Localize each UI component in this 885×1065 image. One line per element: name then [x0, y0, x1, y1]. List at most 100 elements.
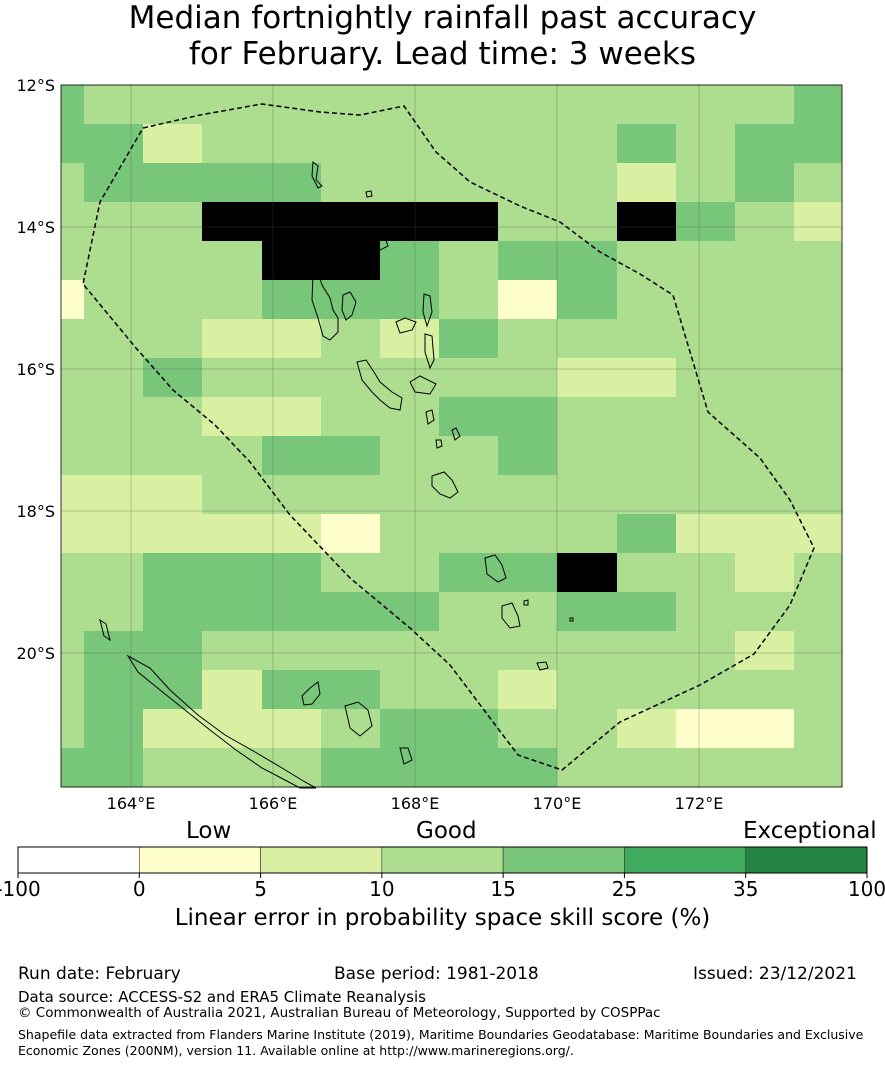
colorbar-tick-label: 5: [254, 877, 267, 901]
grid-cell: [617, 85, 677, 125]
grid-cell: [321, 202, 381, 242]
lat-tick-label: 16°S: [16, 360, 55, 379]
grid-cell: [735, 436, 795, 476]
grid-cell: [557, 280, 618, 320]
island: [99, 618, 111, 642]
grid-cell: [143, 241, 203, 281]
latitude-labels: 12°S 14°S 16°S 18°S 20°S: [16, 76, 55, 663]
island: [501, 602, 521, 629]
grid-cell: [617, 670, 677, 710]
grid-cell: [794, 748, 843, 788]
grid-cell: [61, 124, 85, 164]
grid-cell: [143, 319, 203, 359]
grid-cell: [617, 241, 677, 281]
grid-cell: [61, 280, 85, 320]
grid-cell: [557, 202, 618, 242]
islands: [99, 161, 574, 789]
legend-word-low: Low: [186, 818, 232, 844]
grid-cell: [794, 280, 843, 320]
grid-cell: [557, 319, 618, 359]
grid-cell: [676, 241, 736, 281]
map-frame: [60, 84, 843, 788]
grid-cell: [380, 241, 440, 281]
grid-cell: [262, 748, 322, 788]
grid-cell: [439, 202, 499, 242]
island: [425, 409, 435, 425]
legend-word-exceptional: Exceptional: [743, 818, 877, 844]
map-title: Median fortnightly rainfall past accurac…: [0, 0, 885, 72]
grid-cell: [617, 124, 677, 164]
grid-cell: [439, 241, 499, 281]
grid-cell: [676, 709, 736, 749]
grid-cell: [202, 748, 263, 788]
grid-cell: [84, 397, 144, 437]
island: [422, 293, 433, 328]
grid-cell: [557, 670, 618, 710]
grid-cell: [498, 163, 558, 203]
colorbar-tick-label: 35: [733, 877, 758, 901]
grid-cell: [380, 358, 440, 398]
grid-cell: [676, 631, 736, 671]
grid-cell: [321, 85, 381, 125]
grid-cell: [262, 241, 322, 281]
grid-cell: [202, 358, 263, 398]
grid-cell: [439, 592, 499, 632]
grid-cell: [735, 163, 795, 203]
copyright: © Commonwealth of Australia 2021, Austra…: [18, 1005, 661, 1021]
grid-cell: [84, 319, 144, 359]
grid-cell: [794, 163, 843, 203]
grid-cell: [84, 553, 144, 593]
grid-cell: [84, 670, 144, 710]
grid-cell: [61, 163, 85, 203]
colorbar-label: Linear error in probability space skill …: [174, 905, 711, 931]
lat-tick-label: 14°S: [16, 218, 55, 237]
grid-cell: [61, 709, 85, 749]
grid-cell: [617, 553, 677, 593]
grid-cell: [262, 163, 322, 203]
grid-cell: [61, 748, 85, 788]
island: [484, 554, 507, 583]
grid-cell: [143, 748, 203, 788]
issued-date: Issued: 23/12/2021: [693, 964, 857, 984]
grid-cell: [498, 592, 558, 632]
grid-cell: [143, 475, 203, 515]
grid-cell: [617, 436, 677, 476]
grid-cell: [557, 358, 618, 398]
grid-cell: [262, 319, 322, 359]
grid-cell: [262, 436, 322, 476]
lon-tick-label: 164°E: [107, 794, 156, 813]
grid-cell: [794, 202, 843, 242]
grid-cell: [794, 709, 843, 749]
grid-cell: [735, 553, 795, 593]
grid-cell: [557, 514, 618, 554]
grid-cell: [498, 553, 558, 593]
grid-cell: [61, 475, 85, 515]
grid-cell: [735, 709, 795, 749]
colorbar-tick-label: 10: [369, 877, 394, 901]
grid-cell: [794, 670, 843, 710]
grid-cell: [557, 163, 618, 203]
grid-cell: [676, 475, 736, 515]
grid-cell: [321, 748, 381, 788]
grid-cell: [84, 514, 144, 554]
grid-cell: [676, 163, 736, 203]
skill-grid: [61, 85, 843, 788]
grid-cell: [676, 319, 736, 359]
grid-cell: [262, 553, 322, 593]
grid-cell: [262, 397, 322, 437]
grid-cell: [557, 709, 618, 749]
grid-cell: [617, 202, 677, 242]
grid-cell: [557, 397, 618, 437]
grid-cell: [498, 124, 558, 164]
grid-cell: [380, 397, 440, 437]
grid-cell: [380, 475, 440, 515]
grid-cell: [439, 124, 499, 164]
grid-cell: [380, 202, 440, 242]
grid-cell: [557, 475, 618, 515]
title-line-1: Median fortnightly rainfall past accurac…: [128, 0, 757, 36]
island: [356, 359, 403, 411]
grid-cell: [380, 670, 440, 710]
grid-cell: [617, 748, 677, 788]
colorbar-segment: [624, 846, 747, 874]
colorbar-segment: [745, 846, 868, 874]
